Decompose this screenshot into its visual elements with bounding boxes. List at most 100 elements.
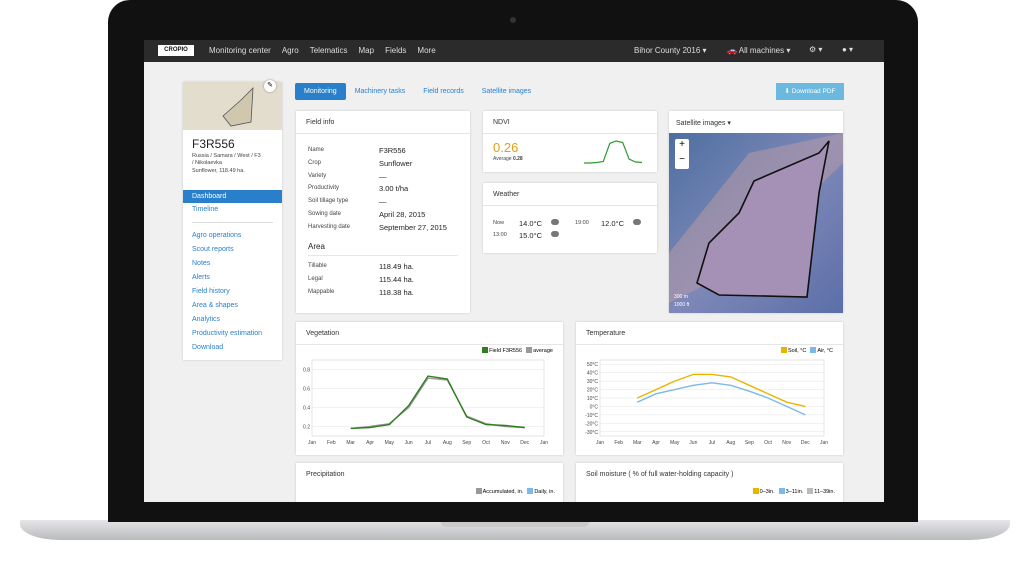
menu-item[interactable]: Analytics <box>192 316 221 323</box>
menu-item[interactable]: Dashboard <box>183 190 282 203</box>
legend-item: average <box>526 347 553 354</box>
card-title[interactable]: Satellite images ▾ <box>676 120 731 127</box>
weather-time: 13:00 <box>493 232 507 238</box>
info-value: 118.38 ha. <box>379 288 414 297</box>
menu-item[interactable]: Download <box>192 344 224 351</box>
season-select[interactable]: Bihor County 2016 ▾ <box>634 46 707 55</box>
legend-label: Daily, in. <box>534 489 555 495</box>
y-tick-label: -30°C <box>585 430 598 436</box>
divider <box>576 344 843 345</box>
tab[interactable]: Machinery tasks <box>354 88 406 95</box>
legend-item: Field F3R556 <box>482 347 522 354</box>
download-button[interactable]: ⬇ Download PDF <box>776 83 844 100</box>
legend-item: 11–39in. <box>807 488 835 495</box>
menu-item[interactable]: Alerts <box>192 274 210 281</box>
weather-temp: 14.0°C <box>519 219 543 228</box>
x-tick-label: Jan <box>820 440 828 446</box>
menu-item[interactable]: Productivity estimation <box>192 330 263 337</box>
ndvi-average: Average 0.28 <box>493 156 523 162</box>
info-value: 3.00 t/ha <box>379 184 409 194</box>
weather-temp: 15.0°C <box>519 231 543 240</box>
sparkline <box>584 140 643 164</box>
legend-swatch <box>475 488 482 494</box>
nav-item[interactable]: Map <box>358 46 375 55</box>
divider <box>483 205 657 206</box>
ndvi-sparkline <box>584 140 643 164</box>
series-line <box>350 377 525 430</box>
menu-item[interactable]: Notes <box>192 260 211 267</box>
menu-item[interactable]: Area & shapes <box>192 302 238 309</box>
average-label: Average <box>493 156 512 162</box>
x-tick-label: Apr <box>652 440 660 446</box>
series-line <box>637 382 806 416</box>
legend-swatch <box>780 347 787 353</box>
chart: 50°C 40°C 30°C 20°C 10°C 0°C -10°C -20°C -30°C Ja… <box>585 359 828 446</box>
card-title: NDVI <box>493 119 510 126</box>
tab[interactable]: Satellite images <box>481 88 532 95</box>
zoom-in[interactable]: + <box>679 139 685 150</box>
tabs: Monitoring Machinery tasks Field records Sa… <box>295 83 540 100</box>
machines-select[interactable]: 🚗 All machines ▾ <box>727 46 791 55</box>
x-tick-label: Sep <box>745 440 754 446</box>
scale-m: 300 m <box>674 294 688 300</box>
menu-item[interactable]: Agro operations <box>192 232 242 239</box>
nav-item[interactable]: More <box>417 46 436 55</box>
series-line <box>350 375 525 430</box>
laptop-notch <box>440 520 590 527</box>
y-tick-label: 20°C <box>587 388 599 394</box>
legend-label: Air, °C <box>817 348 833 354</box>
info-value: Sunflower <box>379 158 413 168</box>
machines: All machines <box>738 46 785 55</box>
satellite-title: Satellite images <box>676 120 726 127</box>
card-title: Temperature <box>586 330 626 337</box>
x-tick-label: Jul <box>709 440 715 446</box>
field-thumbnail <box>183 82 282 130</box>
edit-button[interactable]: ✎ <box>264 80 276 92</box>
chart: 0.2 0.4 0.6 0.8 Jan Feb Mar Apr May Jun Jul Aug Sep O… <box>303 359 548 446</box>
user-menu[interactable]: ● ▾ <box>842 45 854 54</box>
tab[interactable]: Field records <box>423 88 464 95</box>
logo[interactable]: CROPIO <box>158 45 194 56</box>
nav-item[interactable]: Agro <box>281 46 299 55</box>
settings-menu[interactable]: ⚙ ▾ <box>809 45 823 54</box>
info-value: April 28, 2015 <box>379 210 426 219</box>
divider <box>296 344 563 345</box>
sidebar: ✎ F3R556 Russia / Samara / West / F3 / N… <box>183 80 282 360</box>
info-value: September 27, 2015 <box>379 222 447 232</box>
x-tick-label: Jan <box>308 440 316 446</box>
y-tick-label: -10°C <box>585 413 598 419</box>
nav-item[interactable]: Telematics <box>309 46 348 55</box>
nav-item[interactable]: Fields <box>385 46 407 55</box>
menu-item[interactable]: Scout reports <box>192 246 234 253</box>
weather-time: 19:00 <box>575 220 589 226</box>
y-tick-label: 0°C <box>590 404 599 410</box>
info-value: — <box>379 171 387 181</box>
x-tick-label: Feb <box>614 440 623 446</box>
scale-ft: 1000 ft <box>674 302 690 308</box>
legend-label: 3–11in. <box>785 489 804 495</box>
plot-frame <box>311 359 545 437</box>
card-title: Field info <box>306 119 335 126</box>
nav-item[interactable]: Monitoring center <box>209 46 271 55</box>
y-tick-label: 30°C <box>587 379 599 385</box>
x-tick-label: Jul <box>425 440 431 446</box>
x-tick-label: Oct <box>482 440 490 446</box>
tab[interactable]: Monitoring <box>295 83 346 100</box>
info-value: F3R556 <box>379 146 406 155</box>
info-label: Legal <box>308 276 323 282</box>
menu-item[interactable]: Field history <box>192 288 230 295</box>
laptop-base <box>20 520 1010 540</box>
zoom-out[interactable]: − <box>679 154 685 165</box>
field-name: F3R556 <box>192 137 235 151</box>
info-label: Variety <box>308 172 327 179</box>
legend-item: 3–11in. <box>778 488 804 495</box>
soil-moisture-card: Soil moisture ( % of full water-holding … <box>576 463 843 502</box>
x-tick-label: Nov <box>782 440 791 446</box>
weather-temp: 12.0°C <box>601 219 625 228</box>
legend-label: 11–39in. <box>814 489 835 495</box>
legend: Accumulated, in. Daily, in. <box>475 488 555 495</box>
y-tick-label: 0.4 <box>303 406 310 412</box>
x-tick-label: Dec <box>801 440 810 446</box>
menu-item[interactable]: Timeline <box>192 206 219 213</box>
y-tick-label: 0.6 <box>303 387 310 393</box>
